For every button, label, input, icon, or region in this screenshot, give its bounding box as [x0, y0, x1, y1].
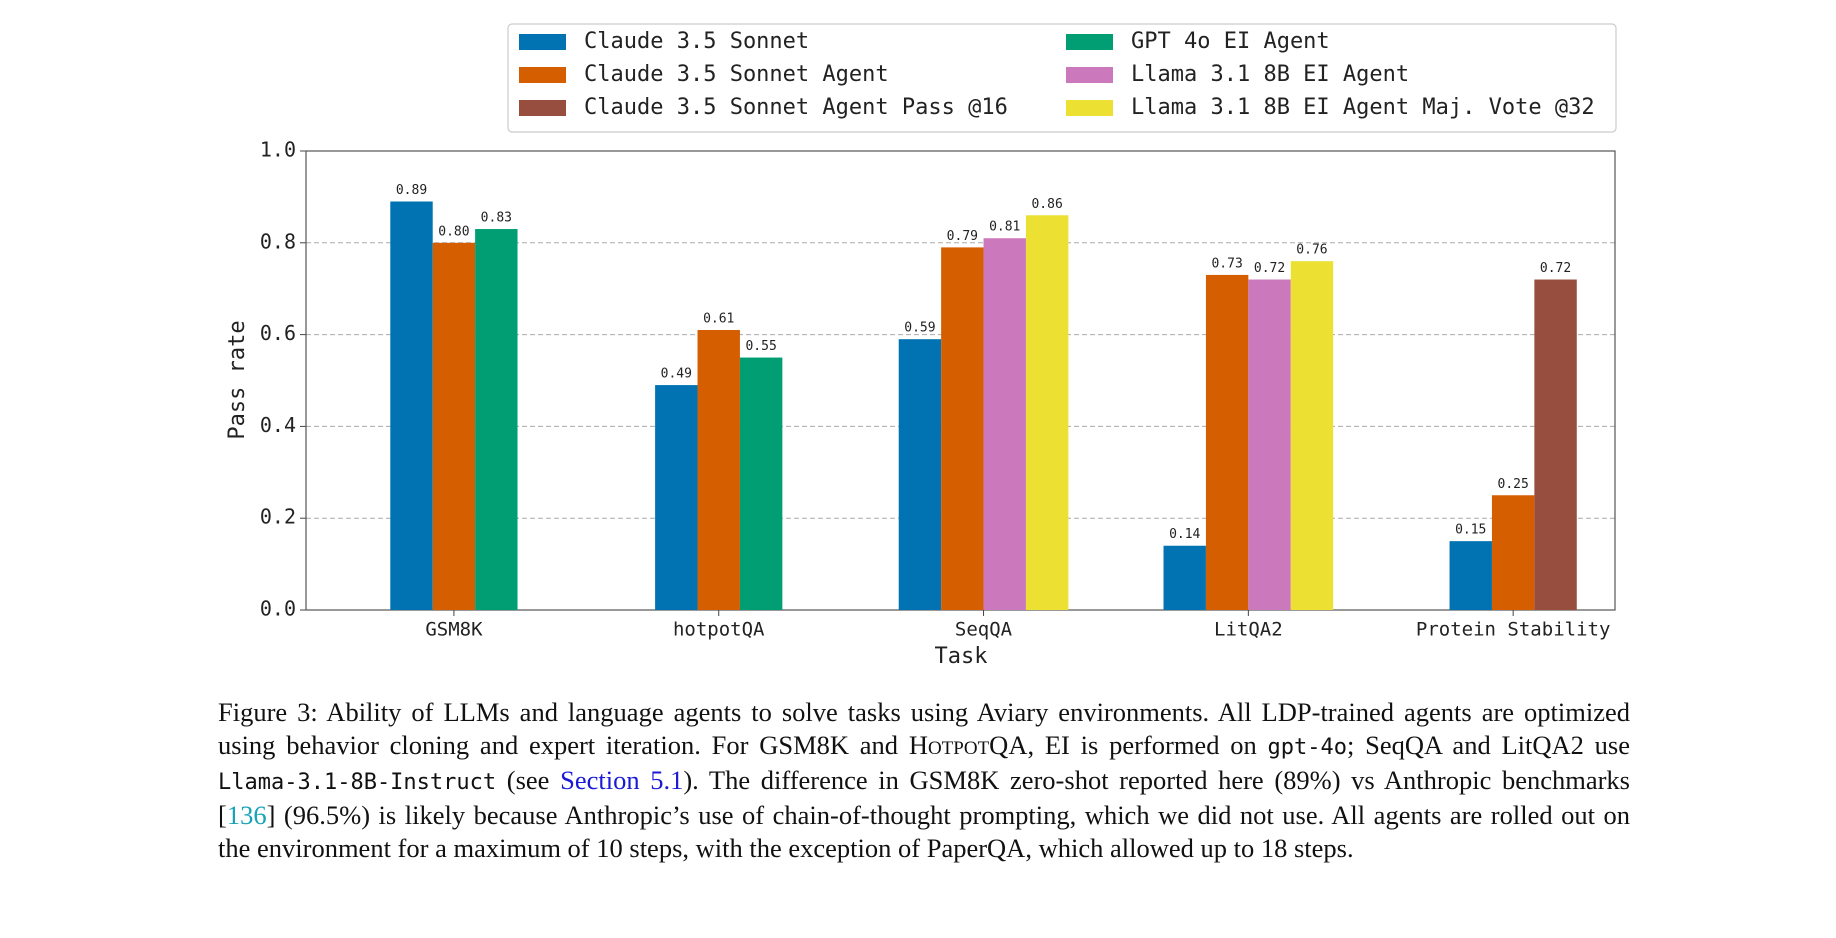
- bar: [1163, 545, 1206, 610]
- caption-text: Figure 3: Ability of LLMs and language a…: [218, 697, 1630, 760]
- y-tick-label: 0.6: [260, 321, 296, 345]
- x-tick-label: GSM8K: [425, 619, 483, 641]
- bar: [655, 385, 698, 610]
- value-label: 0.73: [1211, 256, 1242, 271]
- x-axis-label: Task: [935, 644, 988, 669]
- value-label: 0.15: [1455, 523, 1486, 538]
- bar: [432, 242, 476, 611]
- legend-swatch: [519, 34, 566, 50]
- bar: [1025, 215, 1069, 610]
- value-label: 0.76: [1296, 243, 1327, 258]
- y-tick-label: 0.2: [260, 505, 296, 529]
- x-tick-label: LitQA2: [1214, 619, 1283, 641]
- caption-code: Llama-3.1-8B-Instruct: [218, 770, 497, 795]
- bar: [1290, 261, 1334, 610]
- bar: [475, 229, 518, 610]
- legend-label: Claude 3.5 Sonnet: [584, 29, 809, 54]
- legend-swatch: [1066, 100, 1113, 116]
- value-label: 0.72: [1254, 261, 1285, 276]
- value-label: 0.14: [1169, 527, 1200, 542]
- value-label: 0.83: [481, 211, 512, 226]
- value-label: 0.61: [703, 312, 734, 327]
- caption-text: ; SeqQA and LitQA2 use: [1346, 730, 1630, 760]
- y-tick-label: 0.8: [260, 229, 296, 253]
- value-label: 0.81: [989, 220, 1020, 235]
- value-label: 0.89: [396, 183, 427, 198]
- value-label: 0.59: [904, 321, 935, 336]
- x-tick-label: Protein Stability: [1416, 619, 1610, 641]
- value-label: 0.79: [947, 229, 978, 244]
- legend-label: GPT 4o EI Agent: [1131, 29, 1330, 54]
- legend-swatch: [1066, 34, 1113, 50]
- figure-caption: Figure 3: Ability of LLMs and language a…: [218, 696, 1630, 865]
- citation-link[interactable]: 136: [226, 800, 267, 830]
- value-label: 0.55: [745, 339, 776, 354]
- caption-text: ] (96.5%) is likely because Anthropic’s …: [218, 800, 1630, 863]
- bar: [983, 238, 1026, 610]
- x-tick-label: SeqQA: [955, 619, 1013, 641]
- legend-box: [507, 23, 1617, 133]
- y-tick-label: 0.4: [260, 413, 296, 437]
- caption-text: HotpotQA: [908, 730, 1028, 760]
- bar: [1491, 495, 1535, 610]
- legend-swatch: [1066, 67, 1113, 83]
- bar: [390, 201, 433, 611]
- bar: [941, 247, 984, 610]
- legend-swatch: [519, 67, 566, 83]
- legend-label: Claude 3.5 Sonnet Agent Pass @16: [584, 95, 1008, 120]
- value-label: 0.49: [661, 367, 692, 382]
- chart: Task Pass rate 0.0 0.2 0.4 0.6 0.8 1.0 GSM8K 0.…: [225, 23, 1617, 669]
- bar: [1248, 279, 1291, 610]
- y-tick-label: 1.0: [260, 138, 296, 162]
- x-tick-label: hotpotQA: [673, 619, 765, 641]
- value-label: 0.80: [438, 224, 469, 239]
- caption-code: gpt-4o: [1267, 735, 1347, 760]
- value-label: 0.72: [1540, 261, 1571, 276]
- legend-label: Llama 3.1 8B EI Agent: [1131, 62, 1409, 87]
- bar: [1534, 279, 1577, 610]
- value-label: 0.86: [1031, 197, 1062, 212]
- bar: [697, 330, 740, 610]
- bar: [1449, 541, 1492, 610]
- y-tick-label: 0.0: [260, 597, 296, 621]
- legend-swatch: [519, 100, 566, 116]
- legend-label: Claude 3.5 Sonnet Agent: [584, 62, 889, 87]
- caption-text: (see: [496, 765, 561, 795]
- legend-label: Llama 3.1 8B EI Agent Maj. Vote @32: [1131, 95, 1595, 120]
- section-link[interactable]: Section 5.1: [560, 765, 684, 795]
- y-axis-label: Pass rate: [225, 320, 250, 439]
- bar: [898, 339, 942, 610]
- value-label: 0.25: [1498, 477, 1529, 492]
- caption-text: ). The difference in GSM8K zero-shot rep…: [218, 765, 1630, 830]
- bar: [739, 357, 783, 610]
- bar: [1205, 274, 1249, 610]
- caption-text: , EI is performed on: [1027, 730, 1268, 760]
